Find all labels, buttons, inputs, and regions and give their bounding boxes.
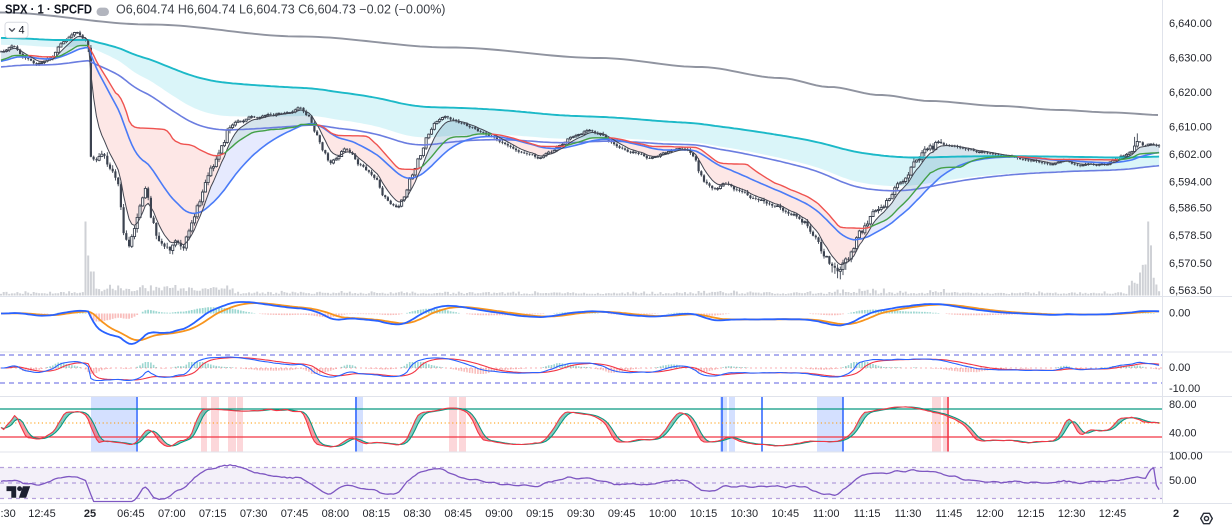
svg-text:6,563.50: 6,563.50 bbox=[1169, 285, 1212, 297]
svg-text:08:00: 08:00 bbox=[322, 508, 350, 520]
svg-text:12:00: 12:00 bbox=[976, 508, 1004, 520]
svg-text:10:45: 10:45 bbox=[772, 508, 800, 520]
svg-text:07:15: 07:15 bbox=[199, 508, 227, 520]
svg-text:6,570.50: 6,570.50 bbox=[1169, 258, 1212, 270]
svg-text:11:30: 11:30 bbox=[895, 508, 922, 520]
svg-text:80.00: 80.00 bbox=[1169, 399, 1197, 411]
svg-text:O6,604.74 H6,604.74 L6,604.73: O6,604.74 H6,604.74 L6,604.73 C6,604.73 … bbox=[116, 3, 445, 17]
svg-text:09:00: 09:00 bbox=[485, 508, 513, 520]
svg-text:6,594.00: 6,594.00 bbox=[1169, 177, 1212, 189]
svg-text:25: 25 bbox=[84, 508, 96, 520]
svg-text:0.00: 0.00 bbox=[1169, 308, 1190, 320]
svg-text:09:45: 09:45 bbox=[608, 508, 636, 520]
svg-text:12:45: 12:45 bbox=[28, 508, 56, 520]
svg-text:11:45: 11:45 bbox=[936, 508, 963, 520]
svg-text:6,578.50: 6,578.50 bbox=[1169, 230, 1212, 242]
svg-text:12:15: 12:15 bbox=[1017, 508, 1045, 520]
svg-text:-10.00: -10.00 bbox=[1169, 383, 1200, 395]
svg-text:6,620.00: 6,620.00 bbox=[1169, 87, 1212, 99]
svg-text:11:00: 11:00 bbox=[813, 508, 840, 520]
svg-text:10:30: 10:30 bbox=[731, 508, 759, 520]
svg-text:09:30: 09:30 bbox=[567, 508, 595, 520]
svg-text:6,630.00: 6,630.00 bbox=[1169, 53, 1212, 65]
svg-text:07:45: 07:45 bbox=[281, 508, 309, 520]
svg-text:100.00: 100.00 bbox=[1169, 451, 1203, 463]
svg-text:11:15: 11:15 bbox=[854, 508, 881, 520]
svg-text:40.00: 40.00 bbox=[1169, 428, 1197, 440]
svg-text:08:15: 08:15 bbox=[363, 508, 391, 520]
svg-text:6,610.00: 6,610.00 bbox=[1169, 122, 1212, 134]
svg-text:07:30: 07:30 bbox=[240, 508, 268, 520]
svg-text:12:30: 12:30 bbox=[1058, 508, 1086, 520]
svg-text:06:45: 06:45 bbox=[117, 508, 145, 520]
svg-text:6,602.00: 6,602.00 bbox=[1169, 149, 1212, 161]
svg-text:50.00: 50.00 bbox=[1169, 475, 1197, 487]
svg-text:09:15: 09:15 bbox=[526, 508, 554, 520]
svg-text:07:00: 07:00 bbox=[158, 508, 186, 520]
svg-text:12:45: 12:45 bbox=[1099, 508, 1127, 520]
svg-text:10:15: 10:15 bbox=[690, 508, 718, 520]
svg-text:6,586.50: 6,586.50 bbox=[1169, 203, 1212, 215]
svg-text:SPX · 1 · SPCFD: SPX · 1 · SPCFD bbox=[5, 2, 92, 17]
svg-text:6,640.00: 6,640.00 bbox=[1169, 18, 1212, 30]
svg-text:0.00: 0.00 bbox=[1169, 362, 1190, 374]
svg-text:08:30: 08:30 bbox=[403, 508, 431, 520]
svg-text:10:00: 10:00 bbox=[649, 508, 677, 520]
svg-text:4: 4 bbox=[19, 25, 25, 37]
svg-text:12:30: 12:30 bbox=[0, 508, 16, 520]
svg-text:2: 2 bbox=[1173, 508, 1179, 520]
svg-text:08:45: 08:45 bbox=[444, 508, 472, 520]
